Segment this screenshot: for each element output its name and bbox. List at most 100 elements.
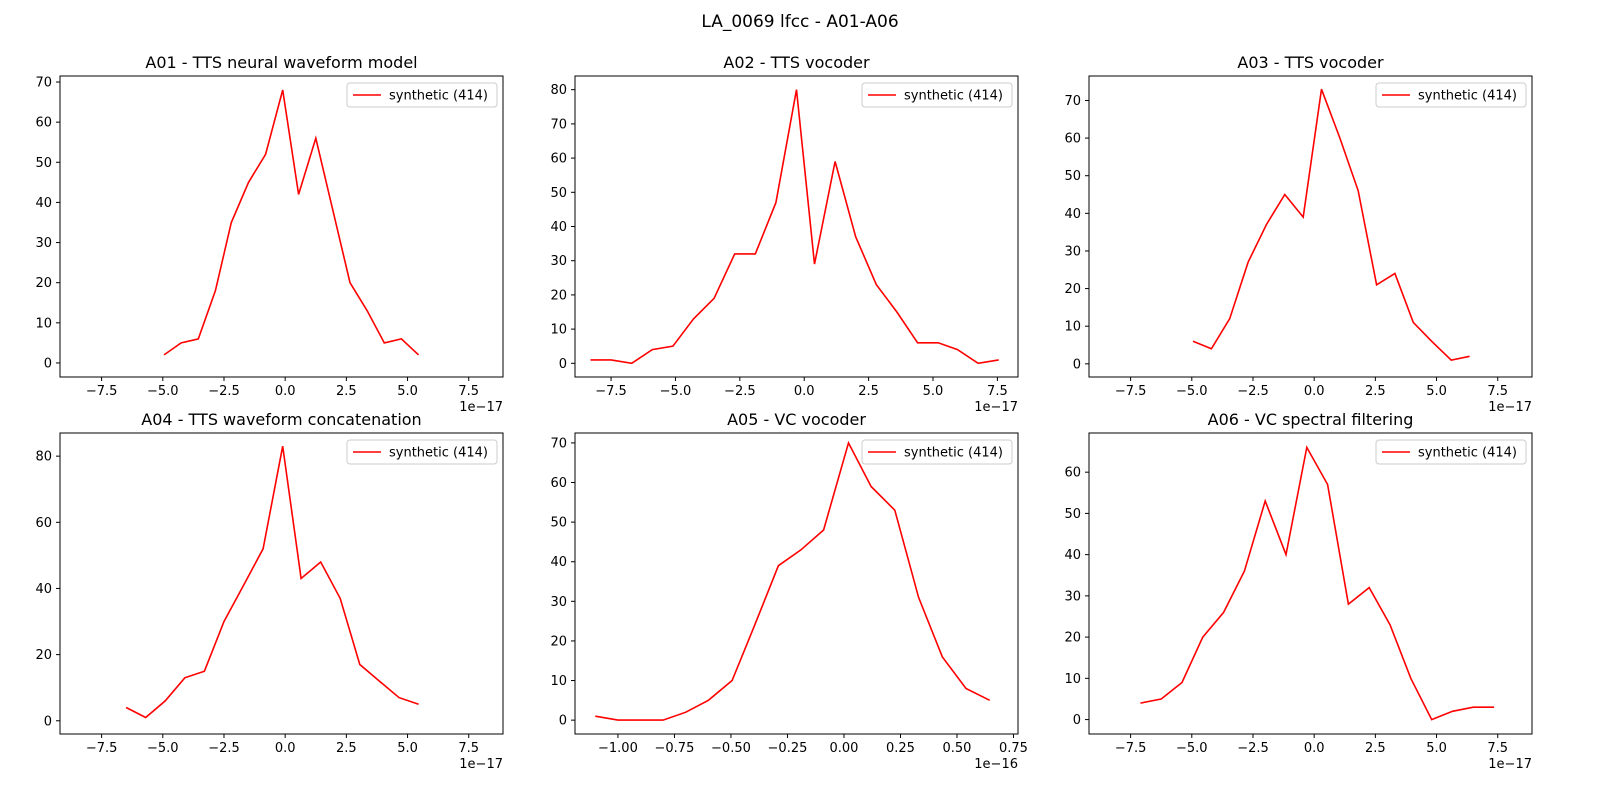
x-tick-label: 0.75 bbox=[999, 741, 1028, 756]
series-line bbox=[1140, 445, 1495, 721]
y-tick-label: 60 bbox=[1064, 466, 1081, 481]
x-tick-label: 0.0 bbox=[1304, 741, 1325, 756]
y-tick-label: 10 bbox=[550, 323, 567, 338]
y-tick-label: 40 bbox=[1064, 548, 1081, 563]
x-tick-label: −7.5 bbox=[86, 741, 118, 756]
y-tick-label: 10 bbox=[35, 316, 52, 331]
subplot-1: A01 - TTS neural waveform model −7.5 −5.0 −… bbox=[35, 53, 504, 415]
y-tick-label: 30 bbox=[35, 236, 52, 251]
y-tick-label: 20 bbox=[550, 634, 567, 649]
x-tick-label: 5.0 bbox=[397, 741, 418, 756]
y-tick-label: 60 bbox=[550, 152, 567, 167]
x-tick-label: −7.5 bbox=[1115, 741, 1147, 756]
x-tick-label: −7.5 bbox=[86, 384, 118, 399]
y-tick-label: 0 bbox=[1073, 357, 1081, 372]
x-tick-label: 5.0 bbox=[1426, 741, 1447, 756]
y-tick-label: 50 bbox=[35, 156, 52, 171]
legend-box bbox=[861, 439, 1013, 465]
legend-label: synthetic (414) bbox=[1418, 89, 1517, 104]
subplot-4: A04 - TTS waveform concatenation −7.5 −5.0… bbox=[35, 410, 504, 772]
legend: synthetic (414) bbox=[861, 82, 1013, 108]
x-offset-label: 1e−16 bbox=[974, 757, 1018, 772]
subplot-2: A02 - TTS vocoder −7.5 −5.0 −2.5 0.0 2.5 5.0 7.… bbox=[550, 53, 1019, 415]
legend-box bbox=[346, 439, 498, 465]
legend-box bbox=[1375, 439, 1527, 465]
legend-box bbox=[346, 82, 498, 108]
legend: synthetic (414) bbox=[346, 82, 498, 108]
y-tick-label: 50 bbox=[550, 186, 567, 201]
x-tick-label: −2.5 bbox=[208, 384, 240, 399]
x-tick-label: −2.5 bbox=[724, 384, 756, 399]
y-tick-label: 50 bbox=[1064, 169, 1081, 184]
x-offset-label: 1e−17 bbox=[459, 400, 503, 415]
x-tick-label: −0.25 bbox=[768, 741, 808, 756]
y-tick-label: 40 bbox=[550, 220, 567, 235]
y-tick-label: 20 bbox=[550, 288, 567, 303]
axes-frame bbox=[1088, 432, 1533, 735]
y-tick-label: 20 bbox=[1064, 631, 1081, 646]
x-tick-label: −5.0 bbox=[1176, 384, 1208, 399]
subplot-5: A05 - VC vocoder −1.00 −0.75 −0.50 −0.25 0.00… bbox=[550, 410, 1028, 772]
legend: synthetic (414) bbox=[346, 439, 498, 465]
x-tick-label: −2.5 bbox=[208, 741, 240, 756]
x-tick-label: −1.00 bbox=[598, 741, 638, 756]
y-tick-label: 30 bbox=[1064, 244, 1081, 259]
y-tick-label: 20 bbox=[35, 276, 52, 291]
x-tick-label: −5.0 bbox=[147, 741, 179, 756]
x-tick-label: 7.5 bbox=[458, 741, 479, 756]
x-tick-label: −2.5 bbox=[1237, 741, 1269, 756]
y-tick-label: 50 bbox=[550, 516, 567, 531]
y-tick-label: 10 bbox=[1064, 320, 1081, 335]
y-tick-label: 20 bbox=[1064, 282, 1081, 297]
x-tick-label: −7.5 bbox=[1115, 384, 1147, 399]
x-tick-label: 2.5 bbox=[858, 384, 879, 399]
y-tick-label: 0 bbox=[44, 714, 52, 729]
legend: synthetic (414) bbox=[861, 439, 1013, 465]
x-tick-label: 2.5 bbox=[336, 384, 357, 399]
subplot-title: A02 - TTS vocoder bbox=[723, 53, 870, 72]
x-tick-label: 0.0 bbox=[275, 741, 296, 756]
x-tick-label: −5.0 bbox=[147, 384, 179, 399]
y-tick-label: 0 bbox=[44, 356, 52, 371]
x-tick-label: 0.0 bbox=[794, 384, 815, 399]
y-tick-label: 80 bbox=[550, 83, 567, 98]
series-line bbox=[125, 446, 419, 719]
x-tick-label: 2.5 bbox=[336, 741, 357, 756]
x-tick-label: 2.5 bbox=[1365, 741, 1386, 756]
x-tick-label: 7.5 bbox=[987, 384, 1008, 399]
x-tick-label: −5.0 bbox=[660, 384, 692, 399]
series-line bbox=[163, 89, 420, 356]
axes-frame bbox=[1088, 75, 1533, 378]
x-tick-label: 0.25 bbox=[886, 741, 915, 756]
x-tick-label: −7.5 bbox=[595, 384, 627, 399]
y-tick-label: 0 bbox=[559, 357, 567, 372]
y-tick-label: 0 bbox=[559, 714, 567, 729]
legend-label: synthetic (414) bbox=[904, 446, 1003, 461]
legend-box bbox=[861, 82, 1013, 108]
x-tick-label: −0.50 bbox=[711, 741, 751, 756]
subplot-3: A03 - TTS vocoder −7.5 −5.0 −2.5 0.0 2.5 5.0 7.… bbox=[1064, 53, 1533, 415]
y-tick-label: 60 bbox=[35, 516, 52, 531]
x-tick-label: 7.5 bbox=[458, 384, 479, 399]
y-tick-label: 70 bbox=[550, 436, 567, 451]
series-line bbox=[590, 89, 999, 365]
legend: synthetic (414) bbox=[1375, 82, 1527, 108]
legend-label: synthetic (414) bbox=[389, 89, 488, 104]
x-offset-label: 1e−17 bbox=[459, 757, 503, 772]
x-tick-label: −0.75 bbox=[655, 741, 695, 756]
axes-frame bbox=[59, 75, 504, 378]
x-offset-label: 1e−17 bbox=[1488, 400, 1532, 415]
x-tick-label: 5.0 bbox=[1426, 384, 1447, 399]
y-tick-label: 30 bbox=[1064, 589, 1081, 604]
x-tick-label: 0.00 bbox=[829, 741, 858, 756]
y-tick-label: 30 bbox=[550, 254, 567, 269]
y-tick-label: 10 bbox=[1064, 672, 1081, 687]
x-tick-label: 7.5 bbox=[1487, 384, 1508, 399]
legend-label: synthetic (414) bbox=[389, 446, 488, 461]
y-tick-label: 50 bbox=[1064, 507, 1081, 522]
x-tick-label: 7.5 bbox=[1487, 741, 1508, 756]
axes-frame bbox=[574, 432, 1019, 735]
x-offset-label: 1e−17 bbox=[974, 400, 1018, 415]
y-tick-label: 60 bbox=[550, 476, 567, 491]
